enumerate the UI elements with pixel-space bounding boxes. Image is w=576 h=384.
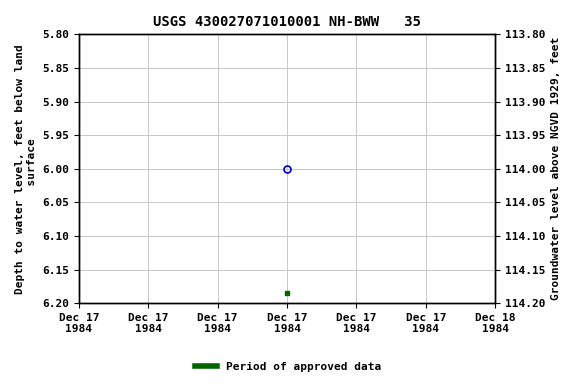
Y-axis label: Groundwater level above NGVD 1929, feet: Groundwater level above NGVD 1929, feet	[551, 37, 561, 300]
Title: USGS 430027071010001 NH-BWW   35: USGS 430027071010001 NH-BWW 35	[153, 15, 421, 29]
Legend: Period of approved data: Period of approved data	[191, 358, 385, 377]
Y-axis label: Depth to water level, feet below land
  surface: Depth to water level, feet below land su…	[15, 44, 37, 294]
